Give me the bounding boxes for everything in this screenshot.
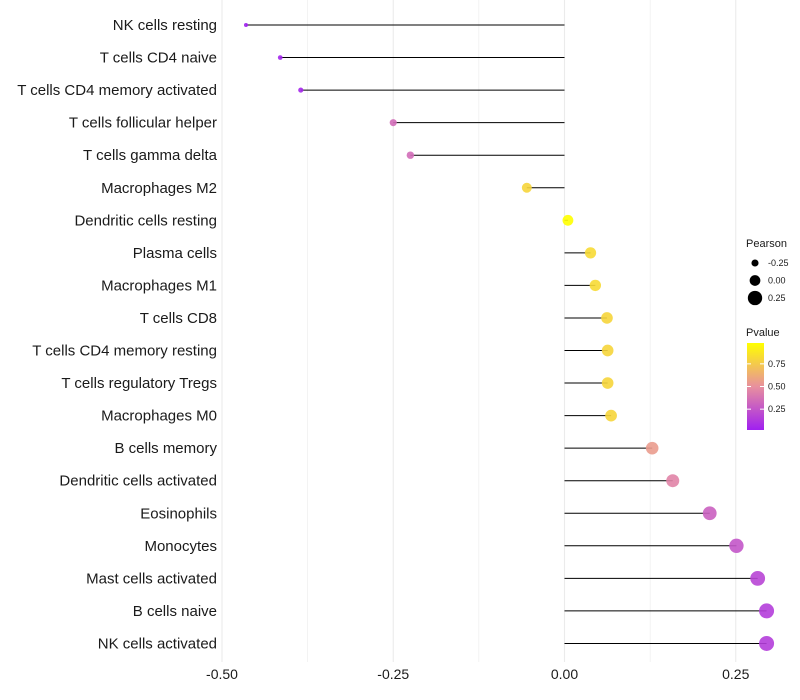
y-tick-label: Eosinophils	[140, 505, 217, 522]
y-tick-label: Dendritic cells resting	[74, 212, 217, 229]
y-tick-label: B cells naive	[133, 603, 217, 620]
y-tick-label: T cells CD4 memory activated	[17, 82, 217, 99]
color-legend-label: 0.75	[768, 359, 786, 369]
size-legend-label: 0.00	[768, 276, 786, 286]
lollipop-point	[601, 377, 614, 389]
x-tick-label: -0.25	[377, 666, 409, 682]
lollipop-point	[601, 312, 613, 324]
lollipop-point	[750, 570, 766, 586]
lollipop-point	[562, 214, 574, 226]
size-legend-label: 0.25	[768, 293, 786, 303]
lollipop-point	[759, 603, 775, 619]
x-tick-label: 0.00	[551, 666, 578, 682]
lollipop-point	[277, 55, 283, 60]
y-tick-label: T cells follicular helper	[69, 115, 217, 132]
size-legend: Pearson -0.25 0.00 0.25	[746, 238, 789, 306]
y-tick-label: T cells regulatory Tregs	[61, 375, 217, 392]
color-legend-label: 0.50	[768, 382, 786, 392]
y-tick-label: Mast cells activated	[86, 570, 217, 587]
y-tick-label: B cells memory	[114, 440, 217, 457]
y-tick-label: NK cells resting	[113, 17, 217, 34]
lollipop-point	[645, 441, 659, 455]
y-tick-label: Macrophages M2	[101, 180, 217, 197]
lollipop-points	[243, 23, 775, 651]
lollipop-point	[601, 344, 614, 357]
x-axis-tick-labels: -0.50 -0.25 0.00 0.25	[206, 666, 750, 682]
grid-lines	[221, 0, 737, 662]
y-axis-labels: NK cells resting T cells CD4 naive T cells…	[17, 17, 217, 652]
y-tick-label: T cells CD8	[140, 310, 217, 327]
size-legend-dot	[749, 275, 761, 286]
size-legend-dot	[747, 290, 763, 306]
lollipop-point	[406, 151, 415, 159]
color-legend-label: 0.25	[768, 404, 786, 414]
lollipop-segments	[245, 24, 767, 644]
y-tick-label: Plasma cells	[133, 245, 217, 262]
x-tick-label: 0.25	[722, 666, 749, 682]
lollipop-point	[243, 23, 248, 27]
size-legend-dot	[751, 259, 759, 267]
y-tick-label: Dendritic cells activated	[59, 473, 217, 490]
color-legend: Pvalue 0.75 0.50 0.25	[746, 327, 786, 430]
y-tick-label: T cells gamma delta	[83, 147, 218, 164]
y-tick-label: Monocytes	[144, 538, 217, 555]
size-legend-label: -0.25	[768, 258, 789, 268]
y-tick-label: T cells CD4 memory resting	[32, 343, 217, 360]
lollipop-point	[389, 119, 397, 127]
lollipop-point	[521, 182, 532, 193]
lollipop-point	[605, 409, 617, 422]
y-tick-label: Macrophages M0	[101, 408, 217, 425]
lollipop-point	[759, 635, 775, 651]
lollipop-point	[298, 87, 304, 93]
color-legend-title: Pvalue	[746, 327, 780, 339]
x-tick-label: -0.50	[206, 666, 238, 682]
y-tick-label: Macrophages M1	[101, 277, 217, 294]
lollipop-point	[666, 474, 680, 488]
lollipop-point	[729, 538, 744, 553]
y-tick-label: NK cells activated	[98, 635, 217, 652]
lollipop-point	[589, 279, 602, 292]
y-tick-label: T cells CD4 naive	[100, 50, 217, 67]
lollipop-point	[702, 506, 717, 521]
color-legend-bar	[747, 343, 764, 430]
lollipop-point	[584, 247, 597, 259]
size-legend-title: Pearson	[746, 238, 787, 250]
